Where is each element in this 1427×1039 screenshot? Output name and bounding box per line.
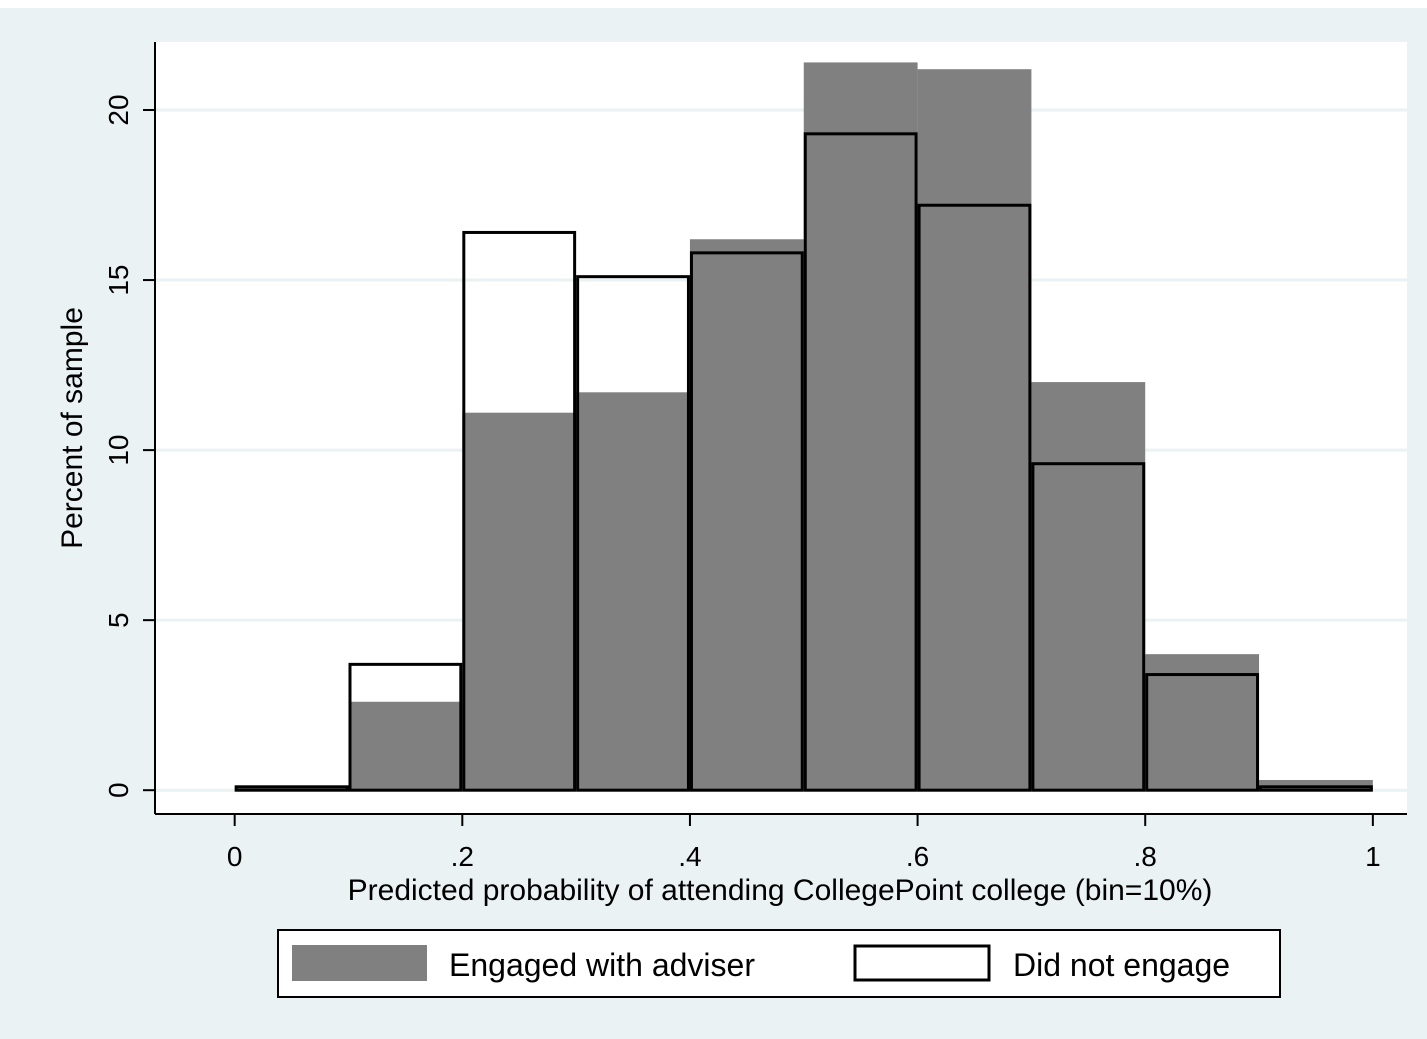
y-tick-label-10: 10: [103, 435, 134, 466]
x-tick-label-2: .4: [678, 841, 701, 872]
not-engaged-bar-3: [576, 275, 690, 792]
legend-box: [277, 929, 1281, 998]
legend-swatch-not-engaged: [853, 944, 991, 982]
not-engaged-bar-6: [917, 203, 1032, 792]
engaged-bar-8: [1145, 654, 1260, 791]
engaged-bar-4: [689, 239, 804, 791]
x-axis-ticks: 0 .2 .4 .6 .8 1: [227, 814, 1381, 872]
not-engaged-bar-1: [348, 662, 463, 792]
engaged-bar-9: [1259, 779, 1373, 791]
engaged-bar-6: [917, 69, 1032, 791]
engaged-bar-5: [803, 62, 918, 791]
not-engaged-bar-9: [1259, 785, 1373, 792]
y-axis-title: Percent of sample: [56, 307, 89, 549]
x-tick-label-1: .2: [451, 841, 474, 872]
figure-caption-strip: [0, 0, 1427, 8]
not-engaged-bar-4: [689, 251, 804, 792]
engaged-bars: [234, 62, 1373, 791]
engaged-bar-3: [576, 392, 690, 791]
engaged-bar-1: [348, 701, 463, 791]
x-tick-label-3: .6: [906, 841, 929, 872]
y-tick-label-20: 20: [103, 94, 134, 125]
engaged-bar-2: [462, 412, 577, 791]
not-engaged-bar-0: [234, 785, 349, 792]
not-engaged-bar-5: [803, 132, 918, 792]
legend-label-engaged: Engaged with adviser: [449, 947, 755, 983]
x-tick-label-4: .8: [1134, 841, 1157, 872]
x-axis-title: Predicted probability of attending Colle…: [348, 874, 1213, 907]
not-engaged-bars: [234, 132, 1373, 792]
engaged-bar-7: [1031, 382, 1146, 791]
x-tick-label-0: 0: [227, 841, 243, 872]
not-engaged-bar-7: [1031, 462, 1146, 792]
not-engaged-bar-2: [462, 230, 577, 792]
y-axis-ticks: 0 5 10 15 20: [103, 94, 155, 798]
not-engaged-bar-8: [1145, 673, 1260, 792]
y-tick-label-0: 0: [103, 782, 134, 798]
legend: Engaged with adviser Did not engage: [277, 929, 1281, 998]
y-tick-label-15: 15: [103, 264, 134, 295]
legend-swatch-engaged: [292, 945, 427, 981]
engaged-bar-0: [234, 786, 349, 791]
y-tick-label-5: 5: [103, 612, 134, 628]
x-tick-label-5: 1: [1365, 841, 1381, 872]
legend-label-not-engaged: Did not engage: [1013, 947, 1230, 983]
